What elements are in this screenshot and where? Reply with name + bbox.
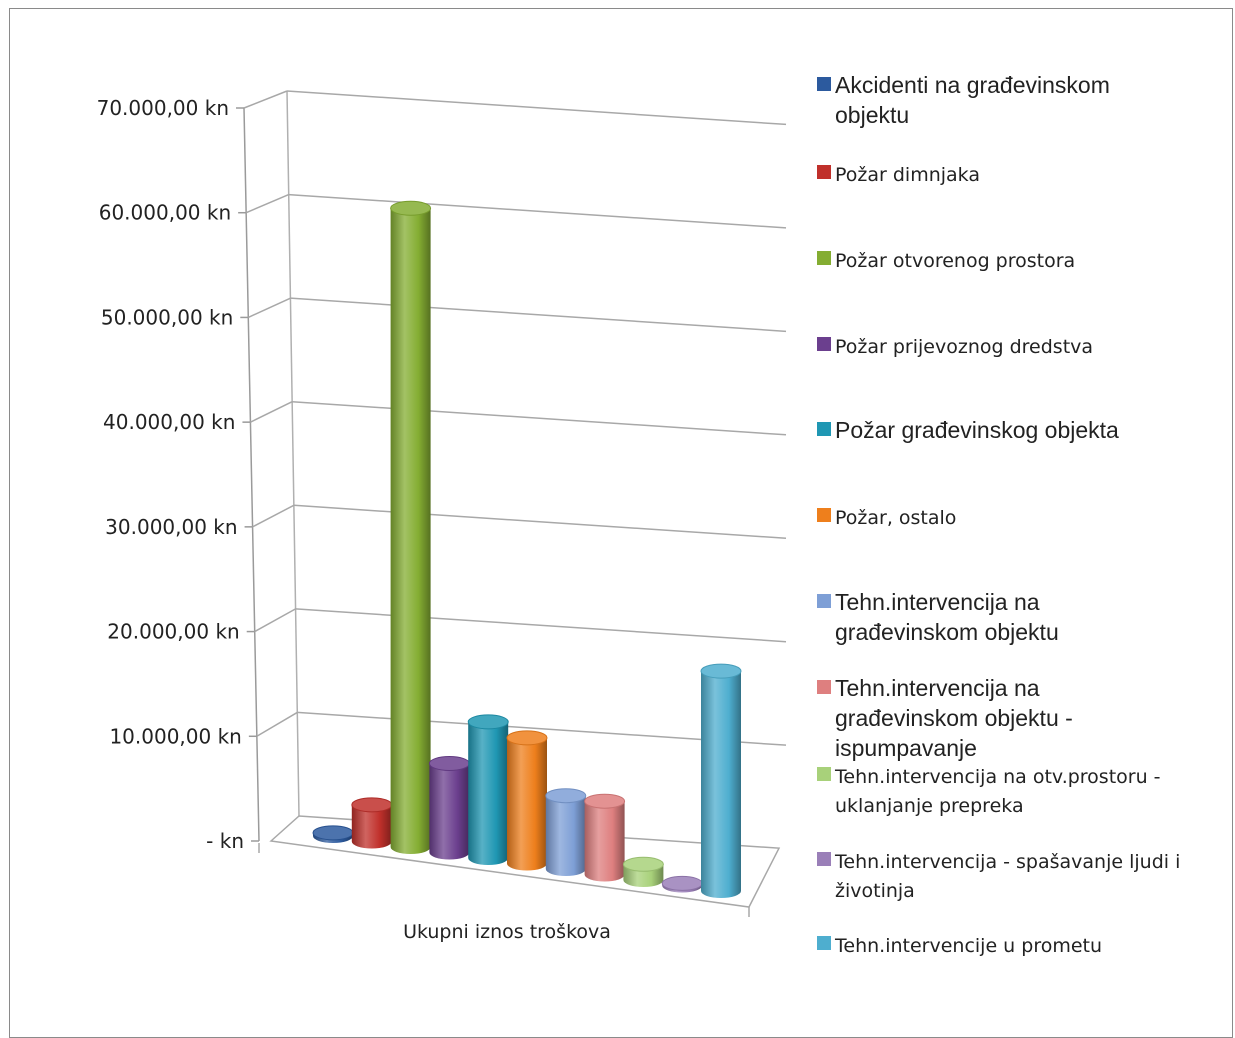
bar-10 [661, 875, 703, 893]
gridline [295, 608, 787, 643]
bar-body [507, 737, 547, 871]
gridline [290, 297, 787, 333]
bar-top [661, 875, 703, 891]
gridlines [243, 90, 787, 746]
bar-top [545, 788, 587, 804]
y-tick-label: 40.000,00 kn [103, 410, 235, 434]
legend-swatch [817, 422, 831, 436]
legend-swatch [817, 165, 831, 179]
legend-item: Tehn.intervencija na građevinskom objektu… [817, 675, 1073, 761]
chart-frame: - kn 10.000,00 kn 20.000,00 kn 30.000,00 kn… [9, 8, 1233, 1038]
legend-label: Akcidenti na građevinskom objektu [835, 72, 1110, 128]
gridline-side [245, 193, 290, 214]
legend-label: Požar dimnjaka [835, 164, 980, 186]
chart-plot: - kn 10.000,00 kn 20.000,00 kn 30.000,00 kn… [97, 72, 1181, 957]
bar-9 [622, 856, 664, 887]
bar-top [312, 825, 354, 841]
bar-body [584, 801, 625, 882]
y-tick-label: 70.000,00 kn [97, 96, 229, 120]
legend-swatch [817, 508, 831, 522]
legend-item: Tehn.intervencija - spašavanje ljudi i ži… [817, 851, 1180, 902]
legend-item: Požar prijevoznog dredstva [817, 336, 1093, 358]
y-tick-label: 30.000,00 kn [105, 515, 237, 539]
bar-11 [700, 663, 742, 898]
gridline [293, 504, 787, 540]
legend-label: Požar otvorenog prostora [835, 250, 1075, 272]
gridline-side [252, 504, 295, 528]
legend-swatch [817, 936, 831, 950]
back-wall-edge [286, 90, 300, 817]
y-tick-label: 50.000,00 kn [101, 305, 233, 329]
gridline [288, 193, 787, 229]
legend-item: Požar dimnjaka [817, 164, 980, 186]
bar-8 [584, 793, 626, 882]
legend-label: Požar građevinskog objekta [835, 417, 1119, 443]
bar-top [622, 856, 664, 872]
gridline-side [250, 401, 293, 423]
bar-1 [312, 825, 354, 843]
y-axis-line [243, 107, 260, 842]
legend: Akcidenti na građevinskom objektu Požar di… [817, 72, 1180, 957]
legend-label: Požar prijevoznog dredstva [835, 336, 1093, 358]
bar-top [351, 797, 393, 813]
bar-body [429, 763, 470, 860]
bar-body [701, 671, 741, 898]
y-axis-ticks: - kn 10.000,00 kn 20.000,00 kn 30.000,00 kn… [97, 96, 259, 853]
legend-label: Tehn.intervencija na građevinskom objektu [835, 589, 1059, 645]
bar-7 [545, 788, 587, 876]
legend-item: Tehn.intervencija na građevinskom objektu [817, 589, 1059, 645]
bar-4 [428, 755, 470, 860]
legend-swatch [817, 337, 831, 351]
gridline-side [256, 711, 298, 737]
gridline-side [243, 90, 288, 109]
bar-2 [351, 797, 393, 849]
legend-label: Tehn.intervencije u prometu [834, 935, 1102, 957]
legend-label: Tehn.intervencija na otv.prostoru -uklan… [834, 766, 1161, 817]
legend-swatch [817, 251, 831, 265]
bar-top [584, 793, 626, 809]
legend-label: Požar, ostalo [835, 507, 956, 529]
gridline-side [254, 608, 296, 633]
gridline [292, 400, 787, 436]
bar-3 [390, 200, 432, 855]
legend-item: Akcidenti na građevinskom objektu [817, 72, 1110, 128]
x-category-label: Ukupni iznos troškova [403, 921, 611, 943]
bar-6 [506, 730, 548, 871]
y-tick-label: - kn [206, 829, 244, 853]
y-tick-label: 60.000,00 kn [99, 201, 231, 225]
legend-swatch [817, 77, 831, 91]
legend-item: Tehn.intervencija na otv.prostoru -uklan… [817, 766, 1161, 817]
x-axis-labels: Ukupni iznos troškova [403, 921, 611, 943]
legend-label: Tehn.intervencija - spašavanje ljudi i ži… [834, 851, 1180, 902]
bar-top [700, 663, 742, 679]
bar-5 [467, 714, 509, 866]
bar-top [467, 714, 509, 730]
bar-body [390, 208, 431, 855]
gridline-side [247, 297, 291, 319]
y-tick-label: 10.000,00 kn [109, 724, 241, 748]
bars [312, 200, 742, 898]
legend-swatch [817, 680, 831, 694]
legend-swatch [817, 852, 831, 866]
legend-item: Požar građevinskog objekta [817, 417, 1119, 443]
bar-top [390, 200, 432, 216]
legend-swatch [817, 767, 831, 781]
legend-item: Požar, ostalo [817, 507, 956, 529]
gridline [286, 90, 787, 126]
legend-item: Požar otvorenog prostora [817, 250, 1075, 272]
bar-top [428, 755, 470, 771]
bar-body [468, 721, 509, 866]
bar-body [545, 795, 586, 876]
legend-swatch [817, 594, 831, 608]
y-tick-label: 20.000,00 kn [107, 620, 239, 644]
legend-item: Tehn.intervencije u prometu [817, 935, 1102, 957]
bar-body [351, 804, 392, 849]
bar-top [506, 730, 548, 746]
legend-label: Tehn.intervencija na građevinskom objektu… [835, 675, 1073, 761]
